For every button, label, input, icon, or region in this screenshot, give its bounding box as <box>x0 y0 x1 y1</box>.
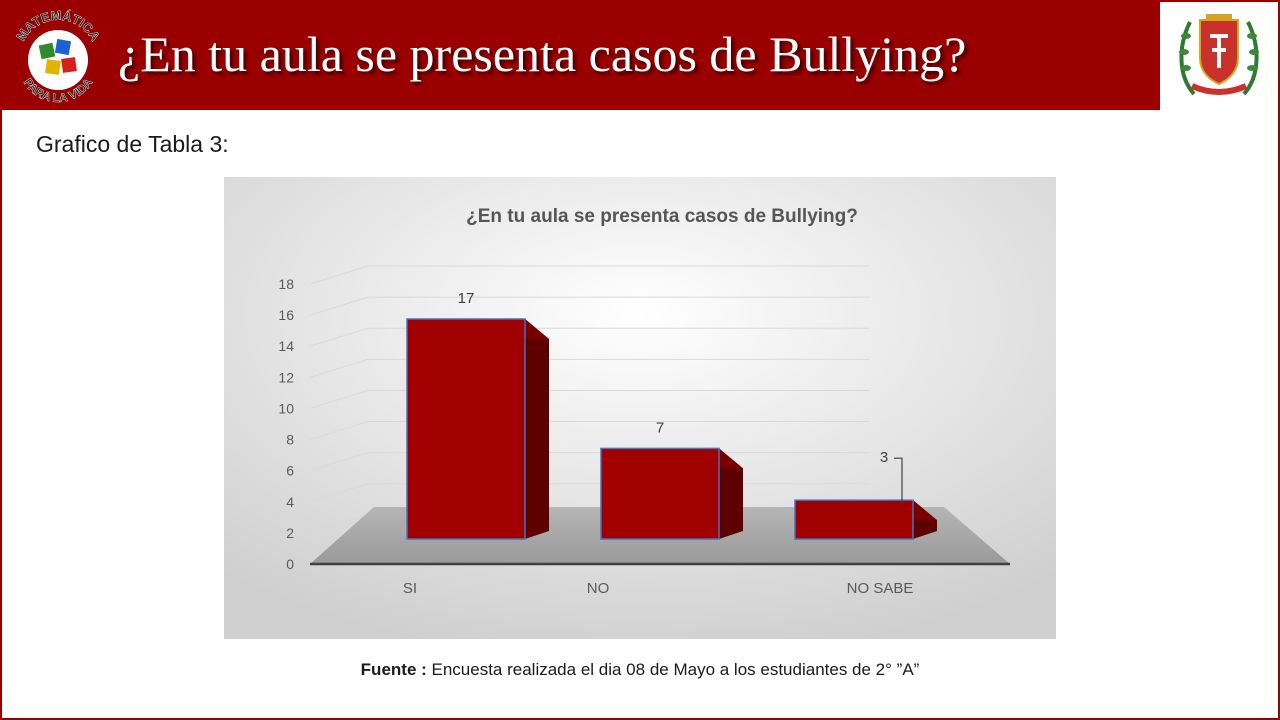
data-label: 3 <box>880 449 888 466</box>
y-tick-label: 4 <box>286 494 294 510</box>
bar-si <box>406 318 549 540</box>
gridline-diag <box>309 483 369 503</box>
bar-no <box>600 447 743 540</box>
gridline-diag <box>309 296 369 316</box>
gridline-diag <box>309 389 369 409</box>
x-tick-label: NO SABE <box>847 580 914 597</box>
x-tick-label: NO <box>587 580 610 597</box>
page-title: ¿En tu aula se presenta casos de Bullyin… <box>118 26 967 82</box>
bar-front-face <box>406 318 526 540</box>
gridline-diag <box>309 514 369 534</box>
data-label-leader <box>894 457 903 505</box>
chart-subtitle: Grafico de Tabla 3: <box>36 131 229 157</box>
bar-side-face <box>525 319 549 539</box>
matematica-logo-icon: MATEMÁTICA PARA LA VIDA <box>13 8 104 106</box>
gridline-diag <box>309 327 369 347</box>
gridline-diag <box>309 452 369 472</box>
chart-title: ¿En tu aula se presenta casos de Bullyin… <box>466 206 858 227</box>
y-tick-label: 6 <box>286 463 294 479</box>
chart-container: ¿En tu aula se presenta casos de Bullyin… <box>224 177 1056 639</box>
header-bar: MATEMÁTICA PARA LA VIDA ¿En tu aula se p… <box>0 0 1160 110</box>
bar-front-face <box>600 447 720 540</box>
bar-side-face <box>719 448 743 539</box>
source-text: Encuesta realizada el dia 08 de Mayo a l… <box>426 660 920 679</box>
y-tick-label: 16 <box>278 307 294 323</box>
y-tick-label: 8 <box>286 432 294 448</box>
gridline-diag <box>309 421 369 441</box>
y-tick-label: 2 <box>286 525 294 541</box>
source-label: Fuente : <box>360 660 427 679</box>
y-tick-label: 14 <box>278 338 294 354</box>
school-crest-icon <box>1179 14 1259 96</box>
y-tick-label: 0 <box>286 556 294 572</box>
y-tick-label: 18 <box>278 276 294 292</box>
gridline-diag <box>309 358 369 378</box>
chart-background <box>224 177 1056 639</box>
bar-no-sabe <box>794 499 937 540</box>
x-tick-label: SI <box>403 580 417 597</box>
y-tick-label: 12 <box>278 369 294 385</box>
bar-chart: ¿En tu aula se presenta casos de Bullyin… <box>224 177 1056 639</box>
school-crest-container <box>1162 2 1276 106</box>
bar-front-face <box>794 499 914 540</box>
data-label: 7 <box>656 419 664 436</box>
source-note: Fuente : Encuesta realizada el dia 08 de… <box>200 660 1080 680</box>
gridline-diag <box>309 265 369 285</box>
y-tick-label: 10 <box>278 400 294 416</box>
data-label: 17 <box>458 290 475 307</box>
